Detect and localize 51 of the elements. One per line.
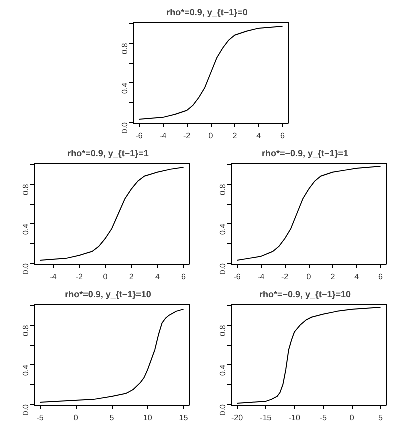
y-tick-label: 0.8 xyxy=(22,184,30,196)
x-tick-label: 0 xyxy=(306,272,312,282)
chart-title: rho*=−0.9, y_{t−1}=1 xyxy=(262,148,349,158)
x-tick-label: -5 xyxy=(320,414,328,422)
x-tick-label: -4 xyxy=(258,272,266,282)
chart-title: rho*=−0.9, y_{t−1}=10 xyxy=(259,290,352,300)
x-tick-label: -15 xyxy=(260,414,272,422)
x-tick-label: 2 xyxy=(330,272,336,282)
x-tick-label: 6 xyxy=(378,272,384,282)
y-tick-label: 0.4 xyxy=(218,223,228,236)
chart-title: rho*=0.9, y_{t−1}=0 xyxy=(166,8,248,18)
x-tick-label: 0 xyxy=(350,414,355,422)
x-tick-label: -20 xyxy=(231,414,244,422)
y-tick-label: 0.8 xyxy=(120,42,130,54)
y-tick-label: 0.4 xyxy=(22,364,30,376)
x-tick-label: -10 xyxy=(288,414,301,422)
x-tick-label: 10 xyxy=(143,414,153,422)
y-tick-label: 0.8 xyxy=(218,184,228,196)
x-tick-label: -6 xyxy=(136,132,144,140)
x-tick-label: -6 xyxy=(234,272,242,282)
y-tick-label: 0.0 xyxy=(120,122,130,134)
x-tick-label: 0 xyxy=(74,414,79,422)
y-tick-label: 0.8 xyxy=(218,324,228,336)
x-tick-label: 2 xyxy=(129,272,134,282)
y-tick-label: 0.4 xyxy=(22,223,30,236)
x-tick-label: 2 xyxy=(232,132,238,140)
x-tick-label: 15 xyxy=(179,414,189,422)
y-tick-label: 0.8 xyxy=(22,324,30,336)
x-tick-label: -2 xyxy=(76,272,84,282)
y-tick-label: 0.4 xyxy=(120,82,130,94)
x-tick-label: 6 xyxy=(182,272,187,282)
chart-title: rho*=0.9, y_{t−1}=1 xyxy=(68,148,149,158)
chart-title: rho*=0.9, y_{t−1}=10 xyxy=(65,290,152,300)
x-tick-label: 5 xyxy=(110,414,115,422)
x-tick-label: -4 xyxy=(160,132,168,140)
y-tick-label: 0.4 xyxy=(218,364,228,376)
y-tick-label: 0.0 xyxy=(22,262,30,275)
x-tick-label: 5 xyxy=(378,414,384,422)
x-tick-label: 4 xyxy=(256,132,262,140)
x-tick-label: -2 xyxy=(282,272,290,282)
x-tick-label: -2 xyxy=(184,132,192,140)
y-tick-label: 0.0 xyxy=(22,404,30,416)
x-tick-label: 0 xyxy=(103,272,108,282)
x-tick-label: 6 xyxy=(280,132,286,140)
x-tick-label: -4 xyxy=(50,272,58,282)
y-tick-label: 0.0 xyxy=(218,404,228,416)
x-tick-label: 4 xyxy=(354,272,360,282)
y-tick-label: 0.0 xyxy=(218,262,228,275)
x-tick-label: -5 xyxy=(36,414,44,422)
x-tick-label: 0 xyxy=(208,132,214,140)
x-tick-label: 4 xyxy=(155,272,160,282)
